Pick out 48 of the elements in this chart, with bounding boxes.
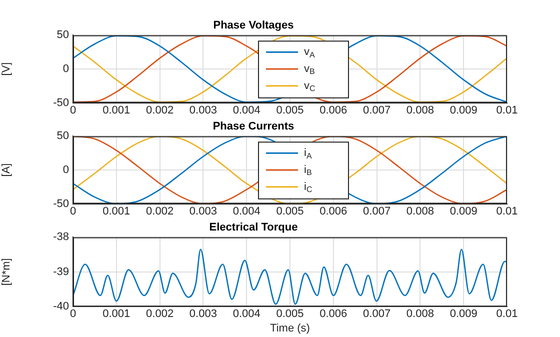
y-axis-title: [A] [0, 163, 13, 177]
x-tick-label: 0.008 [406, 205, 434, 218]
x-tick-label: 0.009 [450, 205, 478, 218]
x-tick-label: 0.008 [406, 308, 434, 320]
x-tick-label: 0.006 [320, 308, 348, 320]
x-tick-label: 0.008 [406, 104, 434, 116]
x-tick-label: 0.007 [363, 104, 391, 116]
x-tick-label: 0.003 [189, 104, 217, 116]
chart-title: Electrical Torque [209, 222, 298, 234]
x-tick-label: 0.001 [102, 104, 130, 116]
x-tick-label: 0.005 [276, 205, 304, 218]
x-tick-label: 0.007 [363, 308, 391, 320]
y-tick-label: -39 [53, 266, 69, 278]
x-tick-label: 0.01 [496, 205, 518, 218]
x-tick-label: 0.001 [102, 308, 130, 320]
x-tick-label: 0.001 [102, 205, 130, 218]
x-tick-label: 0.007 [363, 205, 391, 218]
y-tick-label: -50 [53, 198, 69, 210]
y-axis-title: [V] [0, 62, 13, 76]
y-tick-label: 0 [62, 63, 69, 76]
y-tick-label: 50 [56, 130, 69, 142]
x-tick-label: 0.006 [320, 104, 348, 116]
x-tick-label: 0.004 [232, 205, 260, 218]
x-tick-label: 0.004 [232, 308, 260, 320]
chart-title: Phase Voltages [213, 20, 294, 32]
x-tick-label: 0.01 [496, 308, 518, 320]
x-tick-label: 0.01 [496, 104, 518, 116]
x-tick-label: 0.002 [146, 205, 174, 218]
chart-title: Phase Currents [212, 120, 294, 133]
y-tick-label: -40 [53, 300, 69, 313]
x-tick-label: 0.005 [276, 308, 304, 320]
line-series [73, 136, 507, 204]
line-series [73, 35, 507, 103]
y-tick-label: -38 [53, 231, 69, 244]
y-axis-title: [N*m] [0, 258, 13, 286]
x-tick-label: 0.006 [320, 205, 348, 218]
x-tick-label: 0.002 [146, 308, 174, 320]
x-tick-label: 0.002 [146, 104, 174, 116]
y-tick-label: 50 [56, 29, 69, 42]
x-axis-title: Time (s) [270, 322, 310, 334]
x-tick-label: 0.005 [276, 104, 304, 116]
x-tick-label: 0.003 [189, 205, 217, 218]
x-tick-label: 0.003 [189, 308, 217, 320]
x-tick-label: 0.004 [232, 104, 260, 116]
x-tick-label: 0.009 [450, 308, 478, 320]
y-tick-label: -50 [53, 96, 69, 109]
y-tick-label: 0 [62, 164, 69, 176]
x-tick-label: 0.009 [450, 104, 478, 116]
